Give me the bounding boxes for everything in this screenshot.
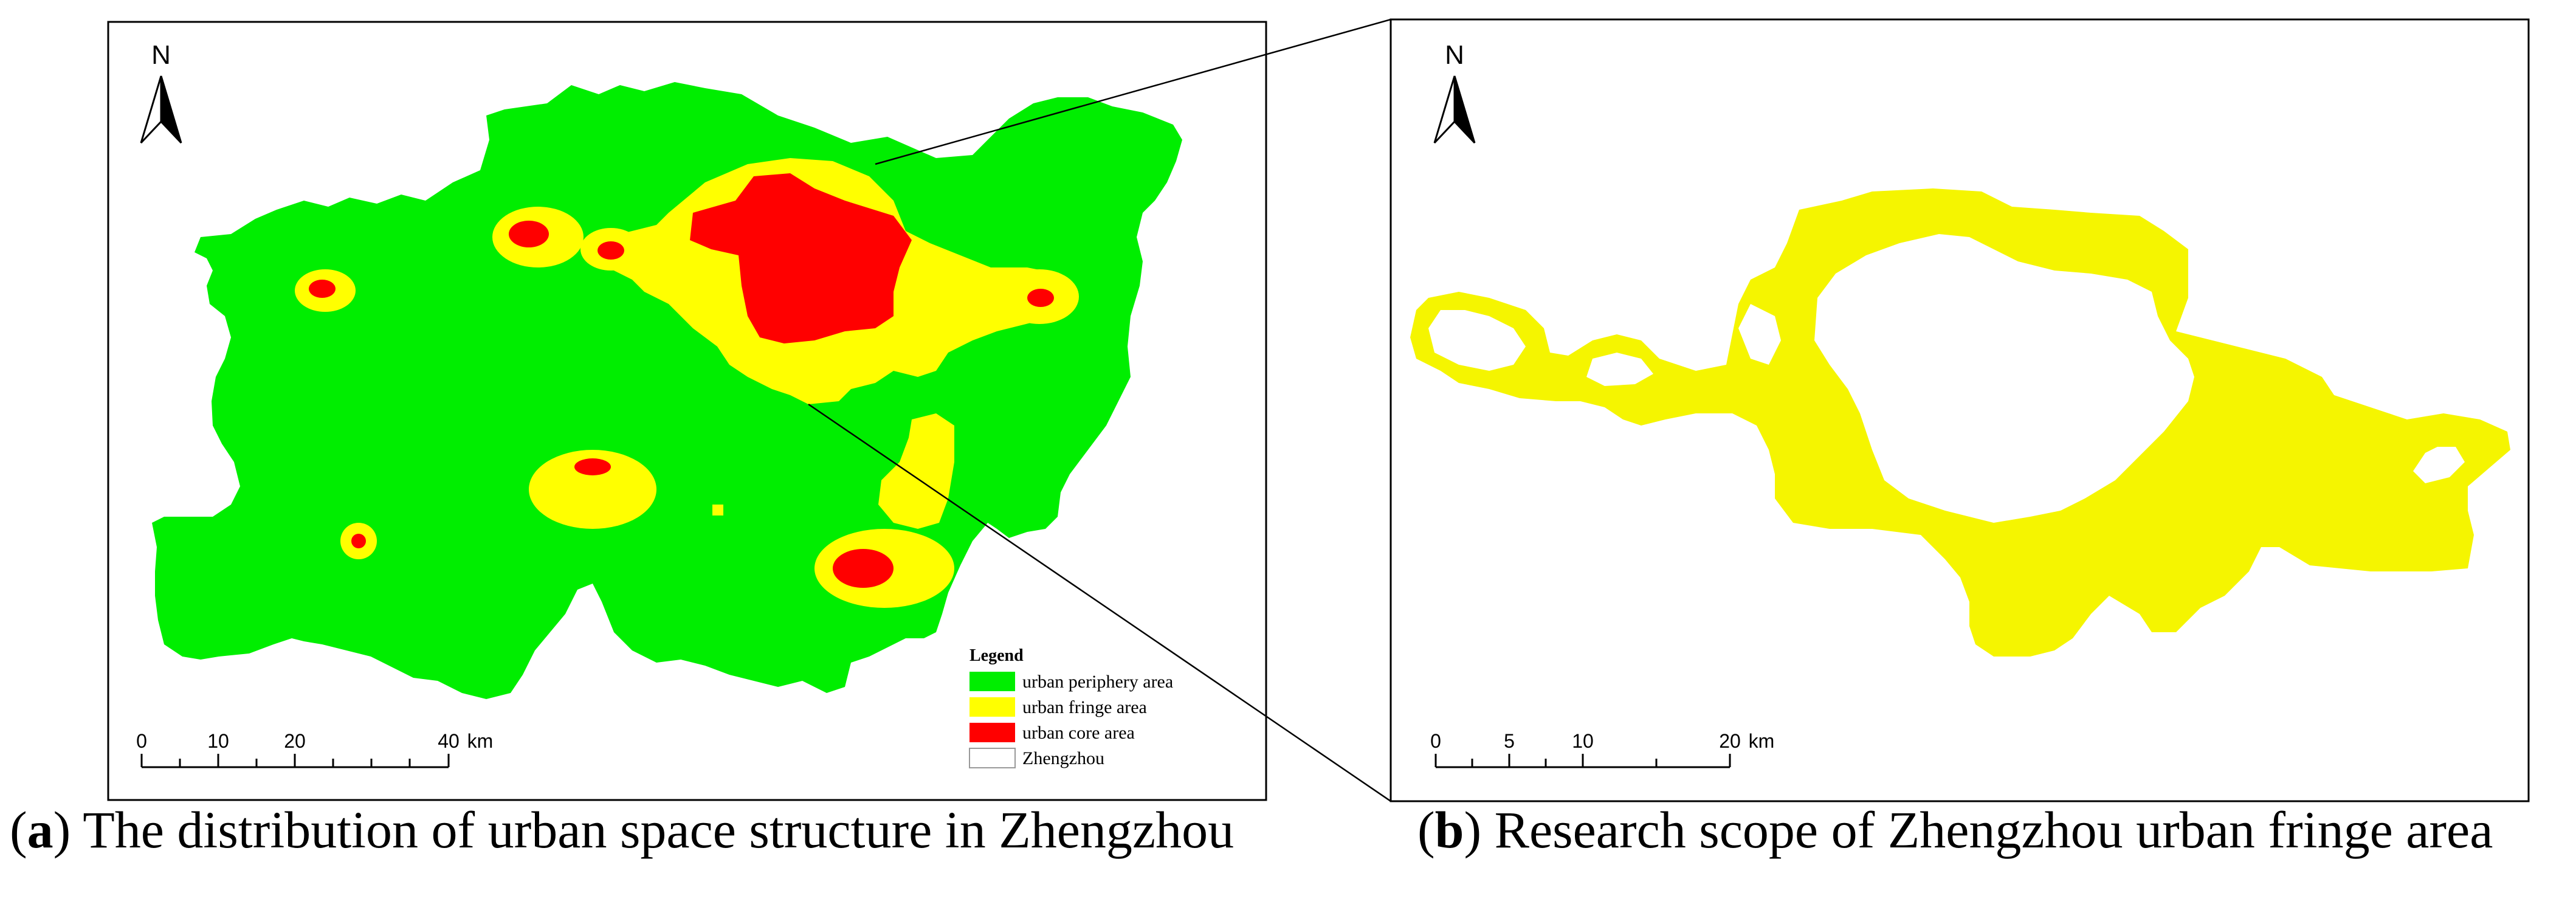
- north-arrow-a: N: [140, 40, 182, 144]
- north-label-b: N: [1445, 40, 1464, 70]
- legend-label: Zhengzhou: [1022, 748, 1104, 768]
- panel-a-map: N Legend urban periphery area urban fring…: [107, 21, 1267, 801]
- legend-a: Legend urban periphery area urban fringe …: [969, 646, 1173, 768]
- scale-a-tick-1: 10: [207, 730, 229, 752]
- caption-b-letter: b: [1434, 801, 1464, 859]
- scale-a-tick-0: 0: [136, 730, 147, 752]
- legend-title: Legend: [969, 646, 1024, 665]
- fringe-region-south: [878, 413, 954, 529]
- caption-a-letter: a: [27, 801, 53, 859]
- legend-swatch: [969, 723, 1015, 742]
- legend-swatch: [969, 697, 1015, 717]
- core-spot-nw2: [598, 241, 624, 260]
- scale-a-tick-3: 40: [438, 730, 460, 752]
- core-spot-se: [833, 549, 894, 588]
- zoom-connectors: [808, 18, 1391, 802]
- core-spot-w: [309, 280, 336, 298]
- core-spot-sw: [351, 534, 366, 548]
- fringe-dot: [712, 505, 723, 515]
- north-arrow-b: N: [1433, 40, 1476, 144]
- core-spot-c: [574, 458, 611, 475]
- caption-a: (a) The distribution of urban space stru…: [10, 801, 1235, 859]
- core-spot-nw1: [509, 221, 549, 247]
- scale-a-unit: km: [467, 730, 494, 752]
- core-spot-e: [1027, 289, 1054, 307]
- connector-top: [875, 18, 1391, 165]
- fringe-spot-c: [529, 450, 656, 529]
- legend-label: urban core area: [1022, 723, 1135, 743]
- caption-b-text: Research scope of Zhengzhou urban fringe…: [1481, 801, 2493, 859]
- scale-bar-a: 0 10 20 40 km: [136, 730, 494, 768]
- scale-bar-b: 0 5 10 20 km: [1430, 730, 1775, 768]
- scale-b-tick-0: 0: [1430, 730, 1441, 752]
- scale-b-tick-2: 10: [1572, 730, 1594, 752]
- fringe-research-area: [1410, 188, 2510, 657]
- connector-bottom: [808, 403, 1391, 802]
- panel-b-map: N 0 5 10 20 km: [1390, 18, 2530, 802]
- legend-swatch: [969, 672, 1015, 691]
- legend-label: urban fringe area: [1022, 697, 1147, 717]
- scale-a-tick-2: 20: [284, 730, 306, 752]
- caption-b: (b) Research scope of Zhengzhou urban fr…: [1417, 801, 2493, 859]
- legend-swatch: [969, 748, 1016, 768]
- scale-b-unit: km: [1749, 730, 1775, 752]
- legend-label: urban periphery area: [1022, 672, 1173, 692]
- caption-a-text: The distribution of urban space structur…: [71, 801, 1235, 859]
- core-region-main: [690, 173, 912, 343]
- scale-b-tick-3: 20: [1719, 730, 1741, 752]
- north-label-a: N: [151, 40, 171, 70]
- scale-b-tick-1: 5: [1504, 730, 1515, 752]
